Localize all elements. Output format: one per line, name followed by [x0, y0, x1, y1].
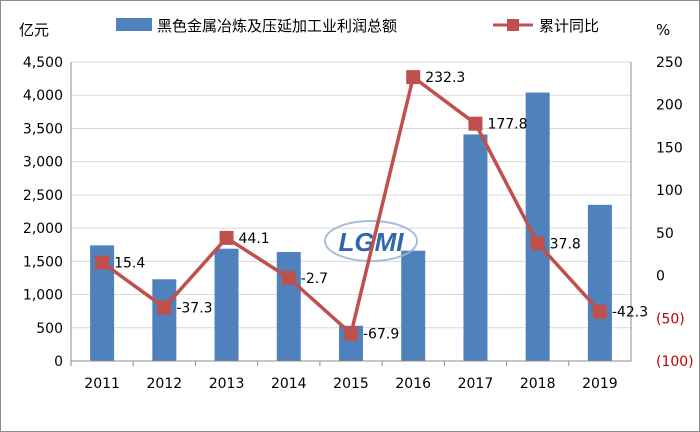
- right-axis-unit: %: [656, 21, 670, 39]
- left-tick-label: 3,000: [23, 155, 63, 171]
- left-tick-label: 0: [54, 354, 63, 370]
- line-marker: [530, 236, 545, 251]
- line-marker: [157, 300, 172, 315]
- data-label: -2.7: [301, 271, 328, 287]
- line-marker: [344, 326, 358, 341]
- right-tick-label: 100: [656, 183, 683, 199]
- left-tick-label: 2,000: [23, 221, 63, 237]
- right-tick-label: 250: [656, 55, 683, 71]
- legend-bar-label: 黑色金属冶炼及压延加工业利润总额: [157, 17, 397, 35]
- left-tick-label: 3,500: [23, 121, 63, 137]
- left-tick-label: 1,500: [23, 254, 63, 270]
- data-label: 177.8: [487, 117, 527, 133]
- x-tick-label: 2012: [147, 376, 183, 392]
- x-tick-label: 2014: [271, 376, 307, 392]
- left-tick-label: 2,500: [23, 188, 63, 204]
- data-label: -37.3: [176, 300, 212, 316]
- data-label: -67.9: [363, 327, 399, 343]
- bar: [401, 250, 426, 361]
- bar: [152, 279, 177, 361]
- bar: [276, 252, 301, 361]
- line-marker: [95, 255, 110, 270]
- x-tick-label: 2013: [209, 376, 245, 392]
- left-tick-label: 1,000: [23, 288, 63, 304]
- right-tick-label: 200: [656, 98, 683, 114]
- legend-line-label: 累计同比: [539, 17, 599, 35]
- line-marker: [468, 116, 483, 131]
- left-axis-unit: 亿元: [19, 21, 49, 39]
- x-tick-label: 2016: [395, 376, 431, 392]
- x-tick-label: 2019: [582, 376, 618, 392]
- axes: 05001,0001,5002,0002,5003,0003,5004,0004…: [23, 55, 694, 392]
- x-tick-label: 2018: [520, 376, 556, 392]
- line-marker: [592, 304, 607, 319]
- left-tick-label: 4,000: [23, 88, 63, 104]
- right-tick-label: 150: [656, 140, 683, 156]
- left-tick-label: 500: [36, 321, 63, 337]
- x-tick-label: 2011: [84, 376, 120, 392]
- line-series: [95, 70, 607, 341]
- data-label: 15.4: [114, 255, 145, 271]
- data-label: 232.3: [425, 70, 465, 86]
- line-marker: [406, 70, 421, 85]
- x-tick-label: 2015: [333, 376, 369, 392]
- yoy-line: [101, 75, 602, 336]
- bar: [463, 134, 488, 361]
- bar: [587, 204, 612, 361]
- data-label: -42.3: [612, 305, 648, 321]
- right-tick-label: (100): [656, 354, 694, 370]
- left-tick-label: 4,500: [23, 55, 63, 71]
- x-tick-label: 2017: [458, 376, 494, 392]
- line-marker: [281, 270, 296, 285]
- bar: [214, 248, 239, 361]
- right-tick-label: 0: [656, 269, 665, 285]
- data-label: 44.1: [239, 231, 270, 247]
- line-marker: [219, 230, 234, 245]
- data-labels: 15.4 -37.3 44.1 -2.7 -67.9 232.3 177.8 37.8 -42.…: [114, 70, 648, 342]
- legend: 黑色金属冶炼及压延加工业利润总额 累计同比: [116, 17, 599, 35]
- legend-line-marker: [507, 19, 519, 31]
- right-tick-label: 50: [656, 226, 674, 242]
- right-tick-label: (50): [656, 311, 685, 327]
- data-label: 37.8: [550, 236, 581, 252]
- legend-bar-swatch: [116, 18, 152, 31]
